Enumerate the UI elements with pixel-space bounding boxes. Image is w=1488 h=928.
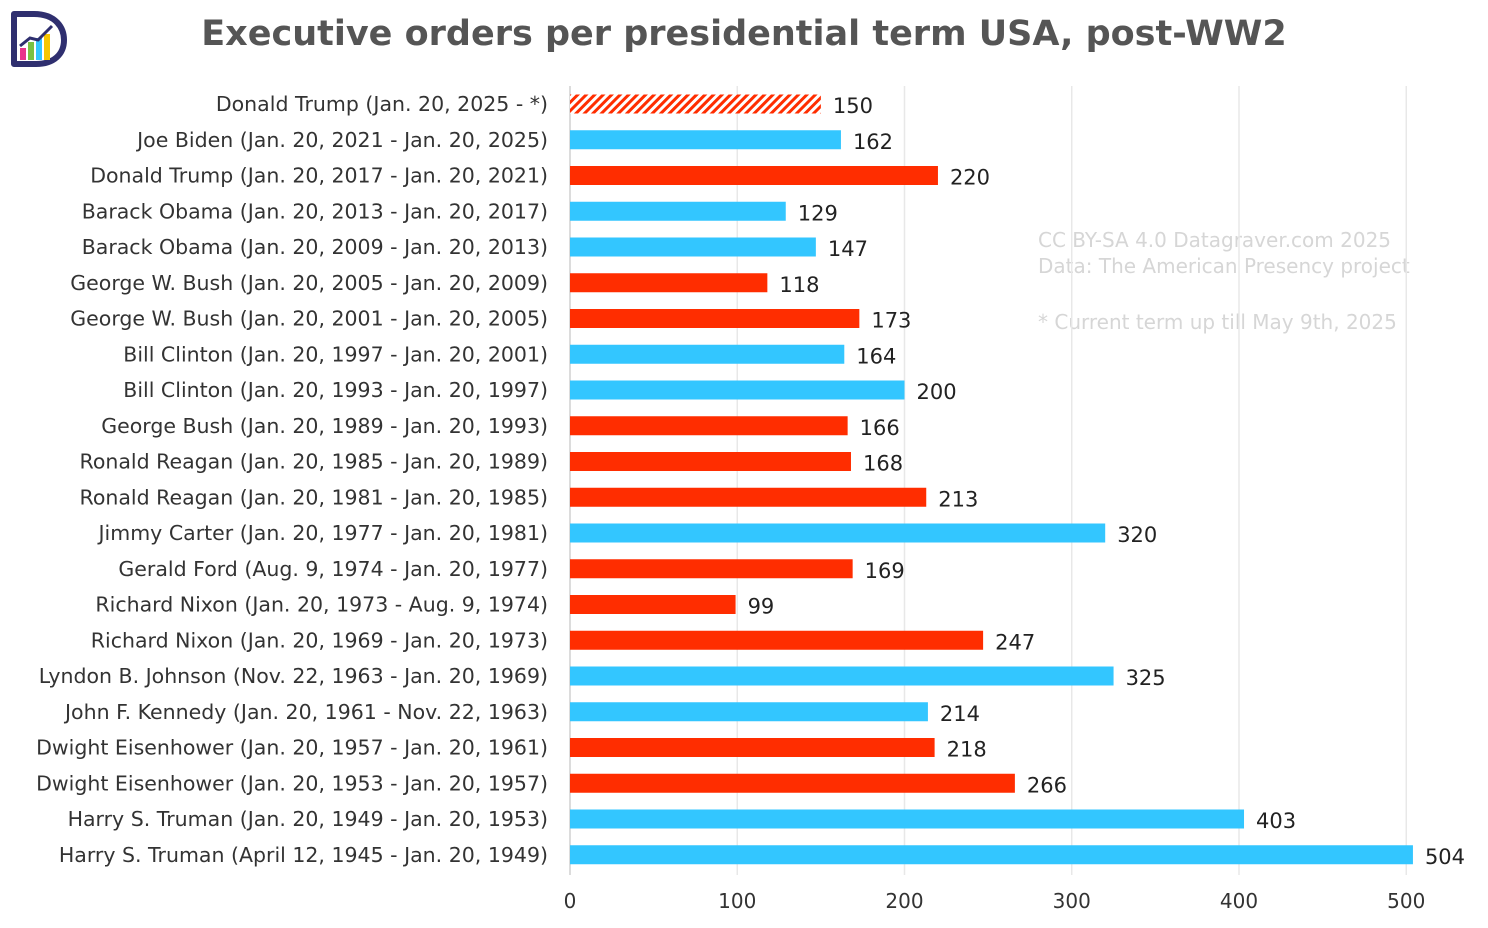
bar <box>570 94 821 114</box>
datagraver-logo-icon <box>8 8 68 68</box>
bar <box>570 809 1245 829</box>
category-label: George W. Bush (Jan. 20, 2001 - Jan. 20,… <box>70 307 548 331</box>
category-label: Richard Nixon (Jan. 20, 1973 - Aug. 9, 1… <box>95 593 548 617</box>
category-label: John F. Kennedy (Jan. 20, 1961 - Nov. 22… <box>63 700 548 724</box>
category-label: Bill Clinton (Jan. 20, 1997 - Jan. 20, 2… <box>123 342 548 366</box>
credit-note: CC BY-SA 4.0 Datagraver.com 2025 <box>1038 228 1392 252</box>
bar <box>570 416 848 436</box>
footnote-note: * Current term up till May 9th, 2025 <box>1038 310 1397 334</box>
category-label: Ronald Reagan (Jan. 20, 1985 - Jan. 20, … <box>80 450 549 474</box>
category-label: George W. Bush (Jan. 20, 2005 - Jan. 20,… <box>70 271 548 295</box>
value-label: 214 <box>940 702 980 726</box>
value-label: 169 <box>865 559 905 583</box>
labels: 0 100 200 300 400 500 Donald Trump (Jan. 20, 2… <box>36 92 1465 913</box>
category-label: Barack Obama (Jan. 20, 2009 - Jan. 20, 2… <box>82 235 548 259</box>
bar <box>570 666 1114 686</box>
category-label: Harry S. Truman (April 12, 1945 - Jan. 2… <box>59 843 548 867</box>
bar <box>570 702 928 722</box>
value-label: 247 <box>995 630 1035 654</box>
x-tick-label: 100 <box>718 889 756 913</box>
bar <box>570 237 816 257</box>
category-label: Barack Obama (Jan. 20, 2013 - Jan. 20, 2… <box>82 199 548 223</box>
value-label: 168 <box>863 452 903 476</box>
value-label: 320 <box>1117 523 1157 547</box>
category-label: Donald Trump (Jan. 20, 2017 - Jan. 20, 2… <box>90 164 548 188</box>
bar <box>570 380 905 400</box>
category-label: Richard Nixon (Jan. 20, 1969 - Jan. 20, … <box>91 628 548 652</box>
chart-title: Executive orders per presidential term U… <box>201 14 1287 54</box>
bar <box>570 559 853 579</box>
value-label: 220 <box>950 166 990 190</box>
category-label: Dwight Eisenhower (Jan. 20, 1953 - Jan. … <box>36 771 548 795</box>
bar <box>570 344 845 364</box>
bars <box>570 94 1413 865</box>
category-label: Ronald Reagan (Jan. 20, 1981 - Jan. 20, … <box>80 485 549 509</box>
bar <box>570 487 927 507</box>
value-label: 166 <box>860 416 900 440</box>
category-label: Dwight Eisenhower (Jan. 20, 1957 - Jan. … <box>36 736 548 760</box>
bar <box>570 630 984 650</box>
x-tick-label: 500 <box>1387 889 1425 913</box>
bar <box>570 738 935 757</box>
value-label: 99 <box>748 595 775 619</box>
value-label: 200 <box>917 380 957 404</box>
category-label: Lyndon B. Johnson (Nov. 22, 1963 - Jan. … <box>39 664 548 688</box>
category-label: George Bush (Jan. 20, 1989 - Jan. 20, 19… <box>101 414 548 438</box>
category-label: Bill Clinton (Jan. 20, 1993 - Jan. 20, 1… <box>123 378 548 402</box>
bar <box>570 273 768 293</box>
category-label: Jimmy Carter (Jan. 20, 1977 - Jan. 20, 1… <box>97 521 549 545</box>
x-tick-label: 400 <box>1220 889 1258 913</box>
bar <box>570 452 851 471</box>
category-label: Joe Biden (Jan. 20, 2021 - Jan. 20, 2025… <box>135 128 548 152</box>
value-label: 162 <box>853 130 893 154</box>
value-label: 147 <box>828 237 868 261</box>
value-label: 118 <box>779 273 819 297</box>
value-label: 403 <box>1256 809 1296 833</box>
value-label: 164 <box>856 344 896 368</box>
bar <box>570 845 1413 865</box>
value-label: 173 <box>871 309 911 333</box>
value-label: 213 <box>938 487 978 511</box>
x-tick-label: 0 <box>564 889 577 913</box>
bar <box>570 166 938 185</box>
bar <box>570 595 736 614</box>
bar <box>570 130 841 150</box>
value-label: 150 <box>833 94 873 118</box>
category-label: Gerald Ford (Aug. 9, 1974 - Jan. 20, 197… <box>118 557 548 581</box>
value-label: 325 <box>1126 666 1166 690</box>
bar <box>570 309 860 328</box>
bar <box>570 201 786 221</box>
x-tick-label: 300 <box>1053 889 1091 913</box>
x-tick-label: 200 <box>885 889 923 913</box>
value-label: 504 <box>1425 845 1465 869</box>
source-note: Data: The American Presency project <box>1038 254 1410 278</box>
bar <box>570 773 1015 793</box>
bar <box>570 523 1106 543</box>
category-label: Harry S. Truman (Jan. 20, 1949 - Jan. 20… <box>68 807 548 831</box>
value-label: 129 <box>798 201 838 225</box>
value-label: 218 <box>947 738 987 762</box>
value-label: 266 <box>1027 773 1067 797</box>
category-label: Donald Trump (Jan. 20, 2025 - *) <box>216 92 548 116</box>
